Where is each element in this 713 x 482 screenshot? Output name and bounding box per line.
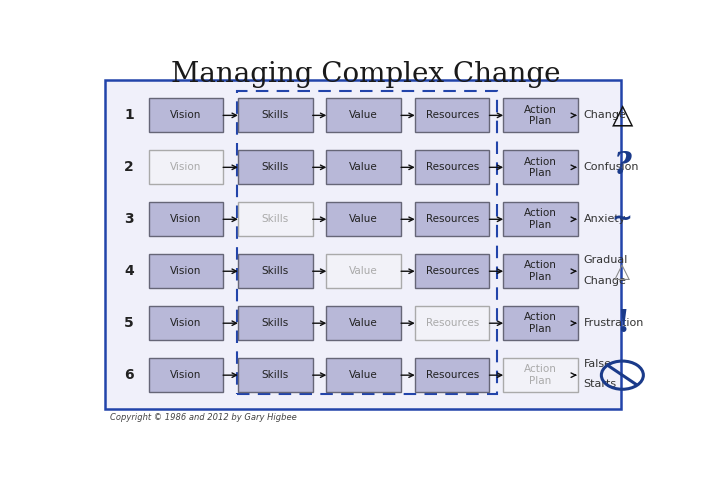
Text: Skills: Skills: [262, 162, 289, 173]
FancyBboxPatch shape: [148, 150, 223, 185]
Text: Value: Value: [349, 266, 378, 276]
FancyBboxPatch shape: [327, 98, 401, 133]
Text: Action
Plan: Action Plan: [524, 312, 557, 334]
FancyBboxPatch shape: [503, 306, 578, 340]
Text: Action
Plan: Action Plan: [524, 209, 557, 230]
Text: 1: 1: [124, 108, 134, 122]
FancyBboxPatch shape: [503, 254, 578, 288]
Text: △: △: [612, 101, 633, 129]
Text: !: !: [615, 308, 629, 339]
FancyBboxPatch shape: [415, 150, 489, 185]
Text: △: △: [615, 261, 630, 281]
Text: 6: 6: [124, 368, 134, 382]
FancyBboxPatch shape: [415, 306, 489, 340]
FancyBboxPatch shape: [327, 254, 401, 288]
Text: Vision: Vision: [170, 266, 202, 276]
Text: Resources: Resources: [426, 110, 479, 120]
FancyBboxPatch shape: [415, 202, 489, 236]
Text: Managing Complex Change: Managing Complex Change: [170, 61, 560, 88]
Text: Skills: Skills: [262, 214, 289, 224]
Text: Resources: Resources: [426, 266, 479, 276]
Text: Resources: Resources: [426, 214, 479, 224]
Text: Skills: Skills: [262, 110, 289, 120]
FancyBboxPatch shape: [327, 202, 401, 236]
Text: ?: ?: [613, 150, 631, 181]
Text: Action
Plan: Action Plan: [524, 105, 557, 126]
FancyBboxPatch shape: [105, 80, 621, 409]
Text: Resources: Resources: [426, 370, 479, 380]
Text: Skills: Skills: [262, 370, 289, 380]
FancyBboxPatch shape: [148, 254, 223, 288]
FancyBboxPatch shape: [327, 150, 401, 185]
Text: Resources: Resources: [426, 318, 479, 328]
FancyBboxPatch shape: [238, 358, 312, 392]
Text: Vision: Vision: [170, 318, 202, 328]
Text: Value: Value: [349, 214, 378, 224]
Text: ∼: ∼: [612, 207, 633, 231]
FancyBboxPatch shape: [327, 306, 401, 340]
Text: Vision: Vision: [170, 370, 202, 380]
FancyBboxPatch shape: [415, 98, 489, 133]
Text: Skills: Skills: [262, 266, 289, 276]
Text: Action
Plan: Action Plan: [524, 260, 557, 282]
Text: Value: Value: [349, 370, 378, 380]
Text: Copyright © 1986 and 2012 by Gary Higbee: Copyright © 1986 and 2012 by Gary Higbee: [110, 414, 297, 422]
FancyBboxPatch shape: [148, 306, 223, 340]
FancyBboxPatch shape: [503, 98, 578, 133]
Text: Anxiety: Anxiety: [584, 214, 626, 224]
Text: False: False: [584, 359, 612, 369]
FancyBboxPatch shape: [415, 254, 489, 288]
Text: Vision: Vision: [170, 110, 202, 120]
Text: Frustration: Frustration: [584, 318, 644, 328]
Text: Value: Value: [349, 110, 378, 120]
Text: 3: 3: [124, 212, 134, 226]
FancyBboxPatch shape: [238, 98, 312, 133]
Text: Starts: Starts: [584, 379, 617, 389]
Text: Value: Value: [349, 318, 378, 328]
FancyBboxPatch shape: [238, 150, 312, 185]
Text: Gradual: Gradual: [584, 255, 628, 265]
Text: 2: 2: [124, 161, 134, 174]
Text: Action
Plan: Action Plan: [524, 157, 557, 178]
FancyBboxPatch shape: [148, 202, 223, 236]
FancyBboxPatch shape: [238, 254, 312, 288]
Text: Action
Plan: Action Plan: [524, 364, 557, 386]
FancyBboxPatch shape: [238, 306, 312, 340]
Text: Vision: Vision: [170, 162, 202, 173]
FancyBboxPatch shape: [503, 358, 578, 392]
Text: Change: Change: [584, 110, 627, 120]
FancyBboxPatch shape: [503, 202, 578, 236]
FancyBboxPatch shape: [148, 358, 223, 392]
Text: Change: Change: [584, 276, 627, 285]
FancyBboxPatch shape: [503, 150, 578, 185]
Text: 5: 5: [124, 316, 134, 330]
Text: Value: Value: [349, 162, 378, 173]
FancyBboxPatch shape: [148, 98, 223, 133]
Text: 4: 4: [124, 264, 134, 278]
Text: Confusion: Confusion: [584, 162, 639, 173]
FancyBboxPatch shape: [415, 358, 489, 392]
Text: Vision: Vision: [170, 214, 202, 224]
Text: Skills: Skills: [262, 318, 289, 328]
FancyBboxPatch shape: [327, 358, 401, 392]
FancyBboxPatch shape: [238, 202, 312, 236]
Text: Resources: Resources: [426, 162, 479, 173]
